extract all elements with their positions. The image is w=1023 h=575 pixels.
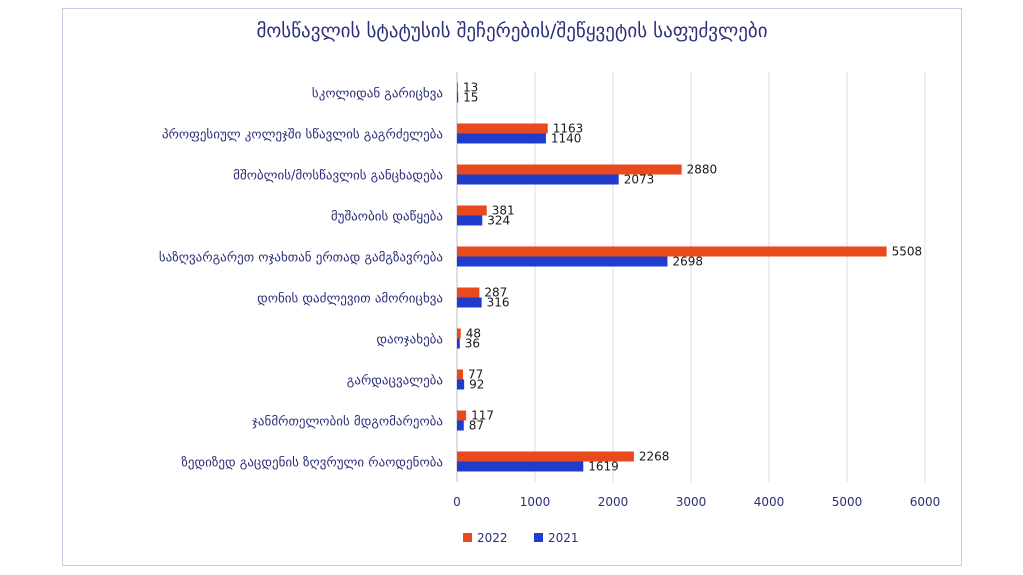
category-label: საზღვარგარეთ ოჯახთან ერთად გამგზავრება (159, 251, 443, 266)
data-label-2021: 15 (463, 91, 478, 105)
bar-2021 (457, 174, 619, 185)
data-label-2022: 13 (463, 81, 478, 95)
category-label: დაოჯახება (376, 333, 443, 348)
bar-2021 (457, 256, 668, 267)
data-label-2021: 92 (469, 378, 484, 392)
data-label-2022: 48 (466, 327, 481, 341)
legend-swatch-2021 (534, 533, 543, 542)
x-tick-label: 5000 (832, 495, 863, 509)
bar-2021 (457, 379, 465, 390)
bar-2022 (457, 164, 682, 175)
data-label-2022: 381 (492, 204, 515, 218)
x-tick-label: 4000 (754, 495, 785, 509)
category-label: სკოლიდან გარიცხვა (312, 87, 443, 102)
data-label-2021: 36 (465, 337, 480, 351)
bar-2021 (457, 92, 459, 103)
x-tick-label: 2000 (598, 495, 629, 509)
legend-swatch-2022 (463, 533, 472, 542)
category-label: მუშაობის დაწყება (331, 210, 443, 225)
data-label-2021: 87 (469, 419, 484, 433)
x-tick-label: 6000 (910, 495, 941, 509)
data-label-2022: 1163 (553, 122, 584, 136)
legend-label-2021: 2021 (548, 531, 579, 545)
data-label-2021: 2073 (624, 173, 655, 187)
data-label-2021: 1619 (588, 460, 619, 474)
x-tick-label: 0 (453, 495, 461, 509)
category-label: დონის დაძლევით ამორიცხვა (257, 292, 443, 307)
category-label: ზედიზედ გაცდენის ზღვრული რაოდენობა (181, 456, 443, 471)
data-label-2022: 5508 (892, 245, 923, 259)
data-label-2022: 287 (484, 286, 507, 300)
legend-label-2022: 2022 (477, 531, 508, 545)
bar-2022 (457, 328, 461, 339)
data-label-2022: 2880 (687, 163, 718, 177)
data-label-2022: 117 (471, 409, 494, 423)
bar-2022 (457, 369, 464, 380)
chart-title: მოსწავლის სტატუსის შეჩერების/შეწყვეტის ს… (256, 20, 768, 42)
chart-frame (62, 8, 962, 566)
bar-2021 (457, 133, 546, 144)
x-tick-label: 3000 (676, 495, 707, 509)
bar-2021 (457, 420, 464, 431)
data-label-2021: 324 (487, 214, 510, 228)
data-label-2021: 1140 (551, 132, 582, 146)
bar-2022 (457, 451, 634, 462)
category-label: გარდაცვალება (347, 374, 443, 389)
bar-2022 (457, 205, 487, 216)
x-tick-label: 1000 (520, 495, 551, 509)
bar-2021 (457, 215, 483, 226)
bar-2021 (457, 338, 460, 349)
bar-2021 (457, 461, 584, 472)
bar-2022 (457, 287, 480, 298)
bar-2021 (457, 297, 482, 308)
category-label: ჯანმრთელობის მდგომარეობა (252, 415, 443, 430)
category-label: მშობლის/მოსწავლის განცხადება (233, 169, 443, 184)
data-label-2022: 77 (468, 368, 483, 382)
data-label-2021: 316 (487, 296, 510, 310)
data-label-2022: 2268 (639, 450, 670, 464)
data-label-2021: 2698 (672, 255, 703, 269)
bar-2022 (457, 123, 548, 134)
bar-2022 (457, 246, 887, 257)
bar-2022 (457, 410, 467, 421)
category-label: პროფესიულ კოლეჯში სწავლის გაგრძელება (162, 128, 443, 143)
bar-2022 (457, 82, 459, 93)
